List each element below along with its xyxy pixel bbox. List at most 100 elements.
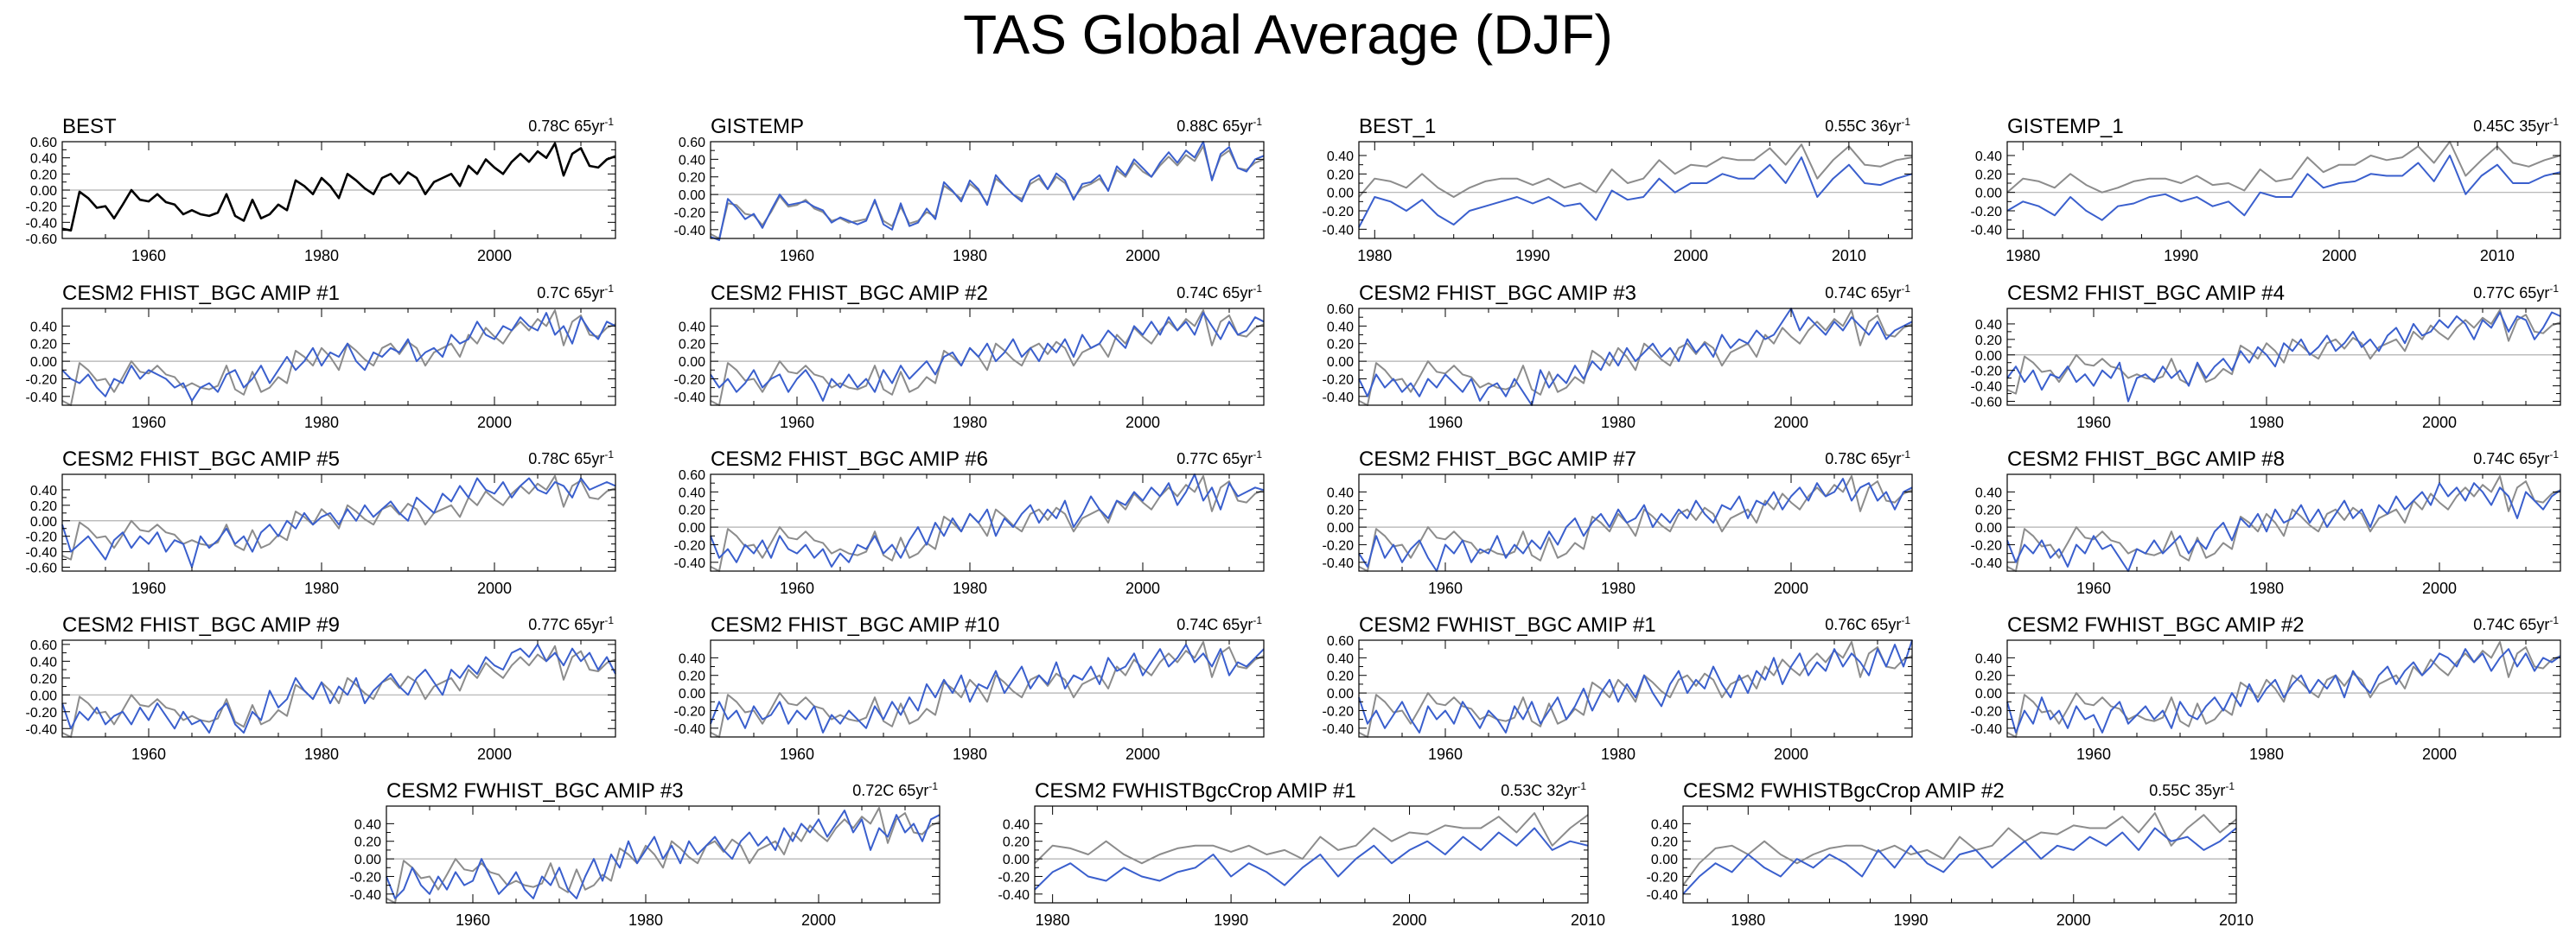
y-tick-label: -0.40 — [26, 722, 58, 737]
series-line-model — [386, 810, 940, 899]
y-tick-label: 0.00 — [1327, 521, 1354, 536]
trend-label: 0.53C 32yr-1 — [1501, 780, 1586, 799]
panel-title: CESM2 FHIST_BGC AMIP #5 — [62, 448, 340, 471]
y-tick-label: 0.00 — [30, 355, 57, 370]
y-tick-label: 0.60 — [30, 136, 57, 150]
trend-label: 0.88C 65yr-1 — [1176, 116, 1262, 135]
trend-label: 0.45C 35yr-1 — [2473, 116, 2559, 135]
panel-title: CESM2 FWHISTBgcCrop AMIP #1 — [1035, 779, 1356, 803]
trend-label: 0.77C 65yr-1 — [1176, 448, 1262, 467]
x-tick-label: 1990 — [2164, 247, 2198, 264]
y-tick-label: 0.20 — [1975, 333, 2002, 348]
plot-frame — [61, 639, 616, 738]
plot-frame — [1034, 805, 1589, 904]
x-tick-label: 2000 — [2422, 414, 2457, 431]
y-tick-label: -0.20 — [1647, 870, 1679, 885]
x-tick-label: 1960 — [131, 247, 166, 264]
plot-frame — [386, 805, 940, 904]
series-line-reference — [710, 145, 1265, 239]
series-line-model — [710, 644, 1265, 734]
x-tick-label: 1980 — [304, 746, 339, 763]
trend-label: 0.74C 65yr-1 — [2473, 614, 2559, 633]
y-tick-label: 0.00 — [679, 521, 705, 536]
panel-title: GISTEMP_1 — [2007, 115, 2124, 138]
trend-label: 0.72C 65yr-1 — [852, 780, 938, 799]
x-tick-label: 1960 — [780, 247, 814, 264]
series-line-observed — [61, 142, 616, 232]
y-tick-label: -0.40 — [674, 224, 706, 238]
x-tick-label: 1980 — [2005, 247, 2040, 264]
x-tick-label: 1960 — [2076, 414, 2111, 431]
y-tick-label: 0.20 — [1327, 504, 1354, 518]
y-tick-label: 0.00 — [1327, 187, 1354, 201]
plot-frame — [1358, 473, 1913, 572]
chart-panel: CESM2 FHIST_BGC AMIP #10 0.74C 65yr-1 -0.4… — [674, 613, 1265, 763]
x-tick-label: 1980 — [2249, 580, 2284, 597]
plot-frame — [1358, 639, 1913, 738]
y-tick-label: 0.00 — [1327, 355, 1354, 370]
y-tick-label: 0.60 — [1327, 302, 1354, 317]
y-tick-label: 0.00 — [30, 515, 57, 530]
chart-panel: CESM2 FHIST_BGC AMIP #1 0.7C 65yr-1 -0.40 -… — [26, 282, 616, 431]
y-tick-label: -0.20 — [1323, 538, 1355, 553]
panel-title: CESM2 FHIST_BGC AMIP #4 — [2007, 282, 2285, 305]
y-tick-label: 0.40 — [1327, 651, 1354, 666]
y-tick-label: -0.40 — [1971, 556, 2003, 571]
chart-panel: CESM2 FHIST_BGC AMIP #8 0.74C 65yr-1 -0.40… — [1971, 448, 2561, 597]
y-tick-label: -0.20 — [674, 704, 706, 719]
trend-label: 0.77C 65yr-1 — [2473, 283, 2559, 302]
series-line-reference — [1358, 641, 1913, 738]
y-tick-label: 0.40 — [679, 153, 705, 168]
trend-label: 0.74C 65yr-1 — [1176, 614, 1262, 633]
panel-title: CESM2 FHIST_BGC AMIP #6 — [711, 448, 988, 471]
y-tick-label: -0.20 — [26, 530, 58, 545]
x-tick-label: 1980 — [953, 247, 987, 264]
plot-frame — [710, 639, 1265, 738]
panel-title: CESM2 FWHISTBgcCrop AMIP #2 — [1683, 779, 2005, 803]
x-tick-label: 2000 — [2422, 580, 2457, 597]
y-tick-label: -0.40 — [1971, 223, 2003, 238]
y-tick-label: 0.20 — [679, 338, 705, 352]
chart-panel: CESM2 FHIST_BGC AMIP #7 0.78C 65yr-1 -0.40… — [1323, 448, 1913, 597]
y-tick-label: -0.40 — [1647, 888, 1679, 903]
y-tick-label: 0.20 — [1327, 338, 1354, 352]
panel-title: CESM2 FHIST_BGC AMIP #3 — [1359, 282, 1636, 305]
panel-title: CESM2 FWHIST_BGC AMIP #3 — [386, 779, 684, 803]
x-tick-label: 1960 — [780, 414, 814, 431]
x-tick-label: 1960 — [1428, 746, 1463, 763]
plot-frame — [61, 473, 616, 572]
y-tick-label: -0.20 — [1971, 205, 2003, 219]
y-tick-label: 0.00 — [30, 689, 57, 703]
series-line-reference — [2006, 141, 2561, 194]
y-tick-label: 0.60 — [679, 136, 705, 150]
y-tick-label: -0.60 — [26, 232, 58, 247]
chart-panel: GISTEMP_1 0.45C 35yr-1 -0.40 -0.20 0.00 0.20 0… — [1971, 115, 2561, 264]
series-line-model — [2006, 648, 2561, 734]
y-tick-label: 0.20 — [1327, 670, 1354, 684]
series-line-reference — [386, 807, 940, 904]
series-line-reference — [1358, 143, 1913, 198]
x-tick-label: 2000 — [2056, 911, 2091, 929]
x-tick-label: 1980 — [1601, 414, 1636, 431]
chart-panel: CESM2 FHIST_BGC AMIP #4 0.77C 65yr-1 -0.60… — [1971, 282, 2561, 431]
y-tick-label: 0.60 — [1327, 634, 1354, 649]
x-tick-label: 2000 — [477, 414, 512, 431]
figure-title: TAS Global Average (DJF) — [963, 3, 1613, 66]
y-tick-label: -0.40 — [998, 888, 1030, 903]
series-line-model — [1682, 827, 2237, 895]
y-tick-label: 0.20 — [1327, 168, 1354, 182]
y-tick-label: -0.60 — [26, 562, 58, 576]
x-tick-label: 2010 — [1571, 911, 1605, 929]
x-tick-label: 1980 — [304, 247, 339, 264]
x-tick-label: 1960 — [1428, 580, 1463, 597]
y-tick-label: 0.40 — [30, 484, 57, 499]
plot-frame — [1358, 308, 1913, 406]
chart-panel: CESM2 FWHIST_BGC AMIP #3 0.72C 65yr-1 -0.4… — [350, 779, 940, 929]
series-line-model — [1358, 478, 1913, 572]
chart-panel: CESM2 FWHISTBgcCrop AMIP #2 0.55C 35yr-1 -… — [1647, 779, 2254, 929]
trend-label: 0.78C 65yr-1 — [528, 448, 614, 467]
x-tick-label: 2000 — [1125, 580, 1160, 597]
chart-panel: CESM2 FWHIST_BGC AMIP #2 0.74C 65yr-1 -0.4… — [1971, 613, 2561, 763]
x-tick-label: 2000 — [2422, 746, 2457, 763]
x-tick-label: 2010 — [2219, 911, 2254, 929]
